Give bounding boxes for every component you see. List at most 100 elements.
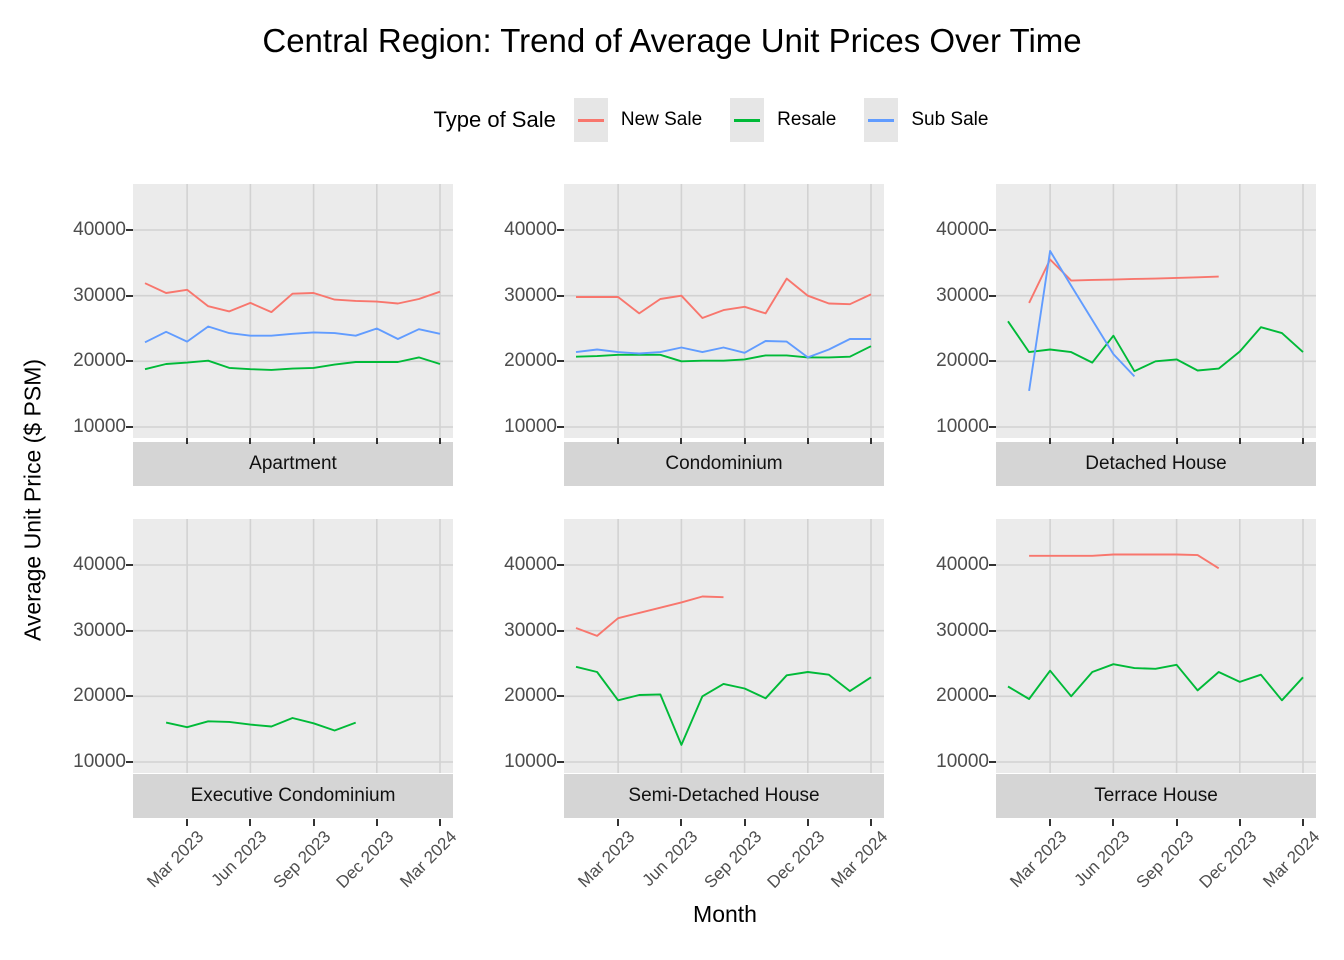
y-tick-mark <box>989 761 996 763</box>
sub-sale-line-sample <box>868 118 895 122</box>
y-tick-mark <box>557 564 564 566</box>
x-tick-mark <box>870 438 872 444</box>
facet-strip-semi-detached-house: Semi-Detached House <box>564 774 884 818</box>
x-tick-mark <box>249 819 252 826</box>
x-tick-mark <box>1049 438 1052 444</box>
x-tick-mark <box>870 819 872 826</box>
y-tick-label: 10000 <box>73 751 126 772</box>
legend-label-resale: Resale <box>777 109 837 130</box>
facet-strip-detached-house: Detached House <box>996 442 1316 486</box>
x-tick-mark <box>1302 438 1304 444</box>
facet-plot-svg <box>133 519 453 773</box>
y-tick-label: 10000 <box>504 416 557 437</box>
x-tick-mark <box>312 438 315 444</box>
x-tick-mark <box>806 438 809 444</box>
facet-condominium: Condominium 10000 20000 30000 40000 <box>499 184 884 489</box>
y-tick-mark <box>557 294 564 297</box>
y-tick-label: 10000 <box>936 751 989 772</box>
y-tick-mark <box>989 564 996 566</box>
facet-detached-house: Detached House 10000 20000 30000 40000 <box>931 184 1316 489</box>
y-tick-label: 30000 <box>73 284 126 306</box>
y-tick-label: 40000 <box>73 219 126 240</box>
x-tick-label: Mar 2023 <box>574 827 639 892</box>
chart-title: Central Region: Trend of Average Unit Pr… <box>262 22 1082 59</box>
x-tick-label: Jun 2023 <box>638 827 702 890</box>
series-line-new_sale <box>1029 553 1220 570</box>
legend-key-sub-sale: Sub Sale <box>864 98 988 142</box>
x-tick-label: Sep 2023 <box>700 827 765 892</box>
legend-title: Type of Sale <box>433 107 556 132</box>
y-tick-mark <box>557 229 564 231</box>
x-tick-label: Mar 2023 <box>1006 827 1071 892</box>
x-tick-label: Mar 2024 <box>396 827 461 892</box>
y-tick-mark <box>126 761 133 763</box>
x-tick-mark <box>1175 819 1178 826</box>
y-tick-mark <box>126 629 133 632</box>
x-tick-mark <box>743 819 746 826</box>
x-tick-mark <box>1238 819 1241 826</box>
y-tick-label: 30000 <box>936 619 989 641</box>
x-tick-mark <box>1238 438 1241 444</box>
facet-plot-svg <box>996 184 1316 438</box>
y-tick-label: 40000 <box>936 554 989 575</box>
x-tick-mark <box>439 438 441 444</box>
y-tick-label: 10000 <box>504 751 557 772</box>
x-tick-mark <box>1112 438 1115 444</box>
y-tick-mark <box>557 629 564 632</box>
legend-swatch-new-sale <box>573 98 608 142</box>
facet-terrace-house: Terrace House 10000 20000 30000 40000 Mar 20… <box>931 519 1323 904</box>
x-tick-mark <box>1175 438 1178 444</box>
facet-strip-executive-condominium: Executive Condominium <box>133 774 453 818</box>
y-tick-label: 20000 <box>73 350 126 372</box>
legend-swatch-resale <box>730 98 765 142</box>
series-line-resale <box>1007 320 1304 373</box>
facet-plot-svg <box>564 184 884 438</box>
y-tick-mark <box>126 564 133 566</box>
panel-terrace-house <box>996 519 1316 773</box>
y-tick-mark <box>989 426 996 428</box>
x-tick-mark <box>617 438 620 444</box>
x-tick-mark <box>680 438 683 444</box>
y-tick-label: 30000 <box>936 284 989 306</box>
y-tick-label: 20000 <box>936 350 989 372</box>
x-tick-label: Mar 2023 <box>143 827 208 892</box>
x-tick-mark <box>1049 819 1052 826</box>
series-line-resale <box>144 356 441 371</box>
legend-swatch-sub-sale <box>864 98 899 142</box>
facet-strip-apartment: Apartment <box>133 442 453 486</box>
y-tick-mark <box>126 426 133 428</box>
series-line-resale <box>165 717 357 732</box>
new-sale-line-sample <box>577 118 604 122</box>
y-tick-label: 20000 <box>504 350 557 372</box>
x-axis-title: Month <box>693 901 757 927</box>
x-tick-label: Jun 2023 <box>1070 827 1134 890</box>
facet-executive-condominium: Executive Condominium 10000 20000 30000 400… <box>68 519 460 904</box>
y-tick-label: 20000 <box>936 685 989 707</box>
y-axis-title: Average Unit Price ($ PSM) <box>19 358 46 642</box>
y-tick-mark <box>126 695 133 698</box>
x-tick-label: Mar 2024 <box>827 827 892 892</box>
y-tick-mark <box>989 695 996 698</box>
series-line-sub_sale <box>144 325 441 344</box>
y-tick-mark <box>557 426 564 428</box>
y-tick-label: 40000 <box>504 554 557 575</box>
x-tick-mark <box>186 438 189 444</box>
series-line-sub_sale <box>1028 250 1136 392</box>
x-tick-label: Dec 2023 <box>332 827 398 892</box>
series-line-resale <box>575 345 872 363</box>
legend-key-resale: Resale <box>730 98 836 142</box>
y-tick-mark <box>557 761 564 763</box>
x-tick-mark <box>806 819 809 826</box>
facet-strip-terrace-house: Terrace House <box>996 774 1316 818</box>
x-tick-label: Mar 2024 <box>1259 827 1324 892</box>
facet-semi-detached-house: Semi-Detached House 10000 20000 30000 40000… <box>499 519 891 904</box>
x-tick-mark <box>186 819 189 826</box>
y-tick-label: 30000 <box>73 619 126 641</box>
legend-key-new-sale: New Sale <box>573 98 702 142</box>
facet-strip-condominium: Condominium <box>564 442 884 486</box>
y-tick-label: 10000 <box>73 416 126 437</box>
panel-executive-condominium <box>133 519 453 773</box>
x-tick-label: Dec 2023 <box>1195 827 1261 892</box>
y-tick-label: 30000 <box>504 284 557 306</box>
x-tick-mark <box>1302 819 1304 826</box>
